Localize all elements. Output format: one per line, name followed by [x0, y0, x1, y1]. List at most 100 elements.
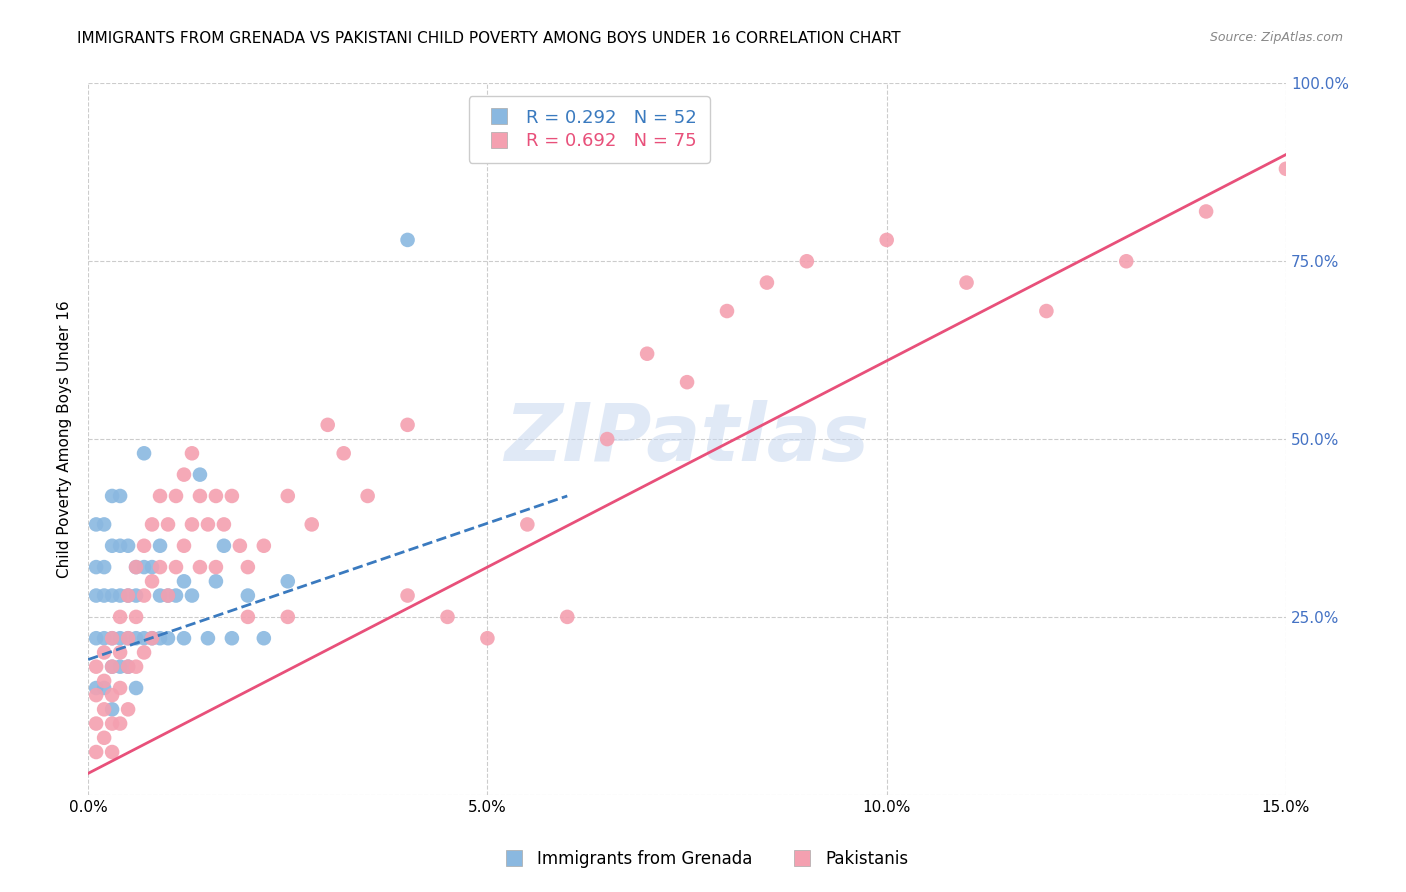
Point [117, 589, 139, 603]
Point [188, 489, 211, 503]
Point [101, 589, 124, 603]
Point [84, 681, 107, 695]
Point [132, 645, 155, 659]
Point [93, 731, 115, 745]
Point [277, 574, 299, 589]
Point [108, 645, 131, 659]
Point [84, 589, 107, 603]
Point [108, 539, 131, 553]
Point [101, 539, 124, 553]
Point [221, 631, 243, 645]
Point [125, 610, 148, 624]
Y-axis label: Child Poverty Among Boys Under 16: Child Poverty Among Boys Under 16 [58, 301, 72, 578]
Point [93, 560, 115, 574]
Point [84, 688, 107, 702]
Point [125, 589, 148, 603]
Point [108, 610, 131, 624]
Point [84, 631, 107, 645]
Text: Source: ZipAtlas.com: Source: ZipAtlas.com [1209, 31, 1343, 45]
Point [108, 631, 131, 645]
Point [141, 517, 163, 532]
Point [188, 467, 211, 482]
Point [108, 681, 131, 695]
Point [229, 539, 252, 553]
Point [108, 716, 131, 731]
Point [149, 589, 172, 603]
Point [253, 631, 276, 645]
Point [101, 489, 124, 503]
Point [205, 489, 228, 503]
Point [117, 539, 139, 553]
Point [173, 467, 195, 482]
Point [84, 517, 107, 532]
Point [101, 631, 124, 645]
Point [236, 589, 259, 603]
Point [149, 631, 172, 645]
Point [125, 681, 148, 695]
Point [84, 716, 107, 731]
Point [156, 631, 179, 645]
Point [173, 539, 195, 553]
Point [181, 589, 204, 603]
Point [125, 560, 148, 574]
Point [236, 560, 259, 574]
Point [188, 560, 211, 574]
Point [165, 589, 187, 603]
Point [755, 276, 778, 290]
Point [101, 631, 124, 645]
Point [141, 631, 163, 645]
Point [396, 417, 419, 432]
Point [205, 574, 228, 589]
Point [117, 631, 139, 645]
Point [221, 489, 243, 503]
Point [356, 489, 378, 503]
Point [132, 631, 155, 645]
Point [156, 589, 179, 603]
Point [1035, 304, 1057, 318]
Point [156, 517, 179, 532]
Point [101, 716, 124, 731]
Point [108, 589, 131, 603]
Point [173, 631, 195, 645]
Point [173, 574, 195, 589]
Point [212, 517, 235, 532]
Point [156, 589, 179, 603]
Point [141, 574, 163, 589]
Point [277, 489, 299, 503]
Point [93, 702, 115, 716]
Point [84, 560, 107, 574]
Point [181, 517, 204, 532]
Point [1115, 254, 1137, 268]
Point [555, 610, 578, 624]
Point [165, 560, 187, 574]
Point [955, 276, 977, 290]
Point [132, 560, 155, 574]
Point [84, 745, 107, 759]
Point [93, 517, 115, 532]
Point [125, 631, 148, 645]
Point [149, 560, 172, 574]
Point [125, 560, 148, 574]
Point [396, 233, 419, 247]
Point [141, 560, 163, 574]
Point [141, 631, 163, 645]
Point [93, 681, 115, 695]
Point [149, 489, 172, 503]
Point [93, 631, 115, 645]
Point [181, 446, 204, 460]
Point [212, 539, 235, 553]
Point [165, 489, 187, 503]
Point [636, 347, 658, 361]
Legend: Immigrants from Grenada, Pakistanis: Immigrants from Grenada, Pakistanis [491, 844, 915, 875]
Point [101, 745, 124, 759]
Legend: R = 0.292   N = 52, R = 0.692   N = 75: R = 0.292 N = 52, R = 0.692 N = 75 [468, 96, 710, 162]
Point [117, 659, 139, 673]
Point [332, 446, 354, 460]
Point [117, 659, 139, 673]
Point [117, 589, 139, 603]
Point [93, 673, 115, 688]
Point [516, 517, 538, 532]
Point [205, 560, 228, 574]
Point [149, 539, 172, 553]
Point [253, 539, 276, 553]
